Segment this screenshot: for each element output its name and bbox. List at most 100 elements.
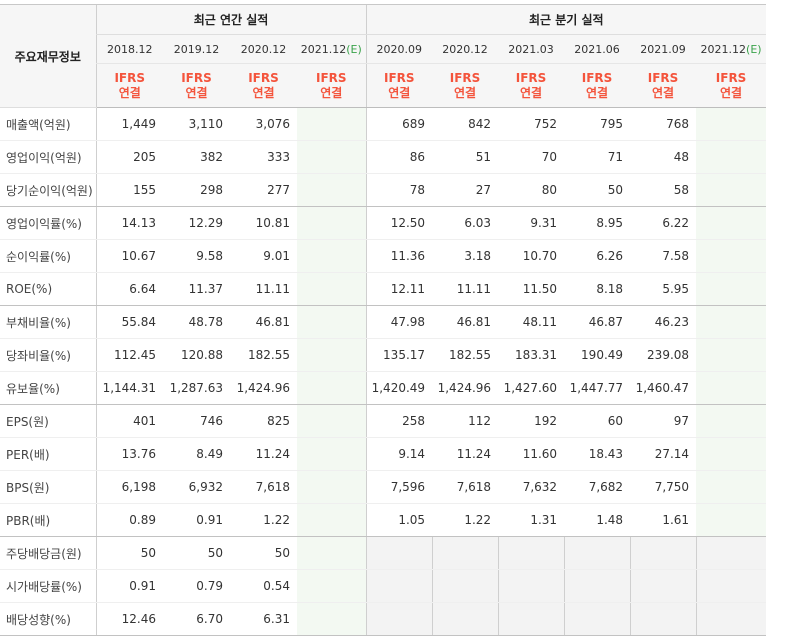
annual-value-cell: 46.81 bbox=[230, 305, 297, 339]
annual-value-cell: 1,144.31 bbox=[95, 371, 163, 405]
row-label: 순이익률(%) bbox=[0, 239, 96, 273]
quarter-value-cell: 11.36 bbox=[365, 239, 433, 273]
annual-value-cell: 333 bbox=[230, 140, 297, 174]
quarter-value-cell: 11.50 bbox=[498, 272, 565, 306]
period-header: 2021.03 bbox=[498, 34, 565, 64]
quarter-value-cell: 5.95 bbox=[630, 272, 697, 306]
quarter-value-cell: 9.14 bbox=[365, 437, 433, 471]
quarter-value-cell: 183.31 bbox=[498, 338, 565, 372]
quarter-value-cell: 7,632 bbox=[498, 470, 565, 504]
quarter-value-cell: 27 bbox=[432, 173, 499, 207]
table-row: 매출액(억원) 1,449 3,110 3,076 689 842 752 795 768 bbox=[0, 107, 767, 141]
ifrs-badge: IFRS 연결 bbox=[498, 63, 565, 108]
quarter-value-cell: 11.11 bbox=[432, 272, 499, 306]
row-label: 배당성향(%) bbox=[0, 602, 96, 636]
annual-value-cell bbox=[297, 239, 367, 273]
table-row: EPS(원) 401 746 825 258 112 192 60 97 bbox=[0, 404, 767, 438]
quarter-value-cell: 7,750 bbox=[630, 470, 697, 504]
quarter-group-header: 최근 분기 실적 bbox=[365, 4, 767, 35]
financial-summary-table: 주요재무정보 최근 연간 실적 최근 분기 실적 2018.12 2019.12… bbox=[0, 4, 767, 636]
table-row: PER(배) 13.76 8.49 11.24 9.14 11.24 11.60 18.43 2… bbox=[0, 437, 767, 471]
quarter-value-cell: 46.23 bbox=[630, 305, 697, 339]
quarter-value-cell: 1.22 bbox=[432, 503, 499, 537]
annual-value-cell: 11.24 bbox=[230, 437, 297, 471]
quarter-value-cell: 8.18 bbox=[564, 272, 631, 306]
quarter-value-cell: 71 bbox=[564, 140, 631, 174]
row-label: 매출액(억원) bbox=[0, 107, 96, 141]
quarter-value-cell bbox=[431, 569, 499, 603]
annual-value-cell: 6.31 bbox=[230, 602, 297, 636]
annual-value-cell: 8.49 bbox=[163, 437, 230, 471]
annual-value-cell bbox=[297, 470, 367, 504]
quarter-value-cell: 46.81 bbox=[432, 305, 499, 339]
period-header: 2020.12 bbox=[432, 34, 499, 64]
quarter-value-cell: 1.05 bbox=[365, 503, 433, 537]
quarter-value-cell: 7,596 bbox=[365, 470, 433, 504]
annual-value-cell: 9.01 bbox=[230, 239, 297, 273]
quarter-value-cell bbox=[365, 536, 433, 570]
row-label: 당좌비율(%) bbox=[0, 338, 96, 372]
annual-value-cell: 825 bbox=[230, 404, 297, 438]
quarter-value-cell: 11.24 bbox=[432, 437, 499, 471]
quarter-value-cell bbox=[563, 536, 631, 570]
annual-value-cell: 205 bbox=[95, 140, 163, 174]
quarter-value-cell: 18.43 bbox=[564, 437, 631, 471]
row-label: BPS(원) bbox=[0, 470, 96, 504]
quarter-value-cell: 6.26 bbox=[564, 239, 631, 273]
quarter-value-cell: 768 bbox=[630, 107, 697, 141]
row-label: PBR(배) bbox=[0, 503, 96, 537]
row-label: PER(배) bbox=[0, 437, 96, 471]
period-header: 2018.12 bbox=[95, 34, 163, 64]
table-row: 배당성향(%) 12.46 6.70 6.31 bbox=[0, 602, 767, 636]
estimate-mark: (E) bbox=[746, 42, 762, 56]
quarter-value-cell: 752 bbox=[498, 107, 565, 141]
annual-value-cell: 1,449 bbox=[95, 107, 163, 141]
annual-value-cell: 277 bbox=[230, 173, 297, 207]
quarter-value-cell: 60 bbox=[564, 404, 631, 438]
quarter-value-cell: 9.31 bbox=[498, 206, 565, 240]
quarter-value-cell: 58 bbox=[630, 173, 697, 207]
quarter-value-cell: 50 bbox=[564, 173, 631, 207]
quarter-value-cell: 1,460.47 bbox=[630, 371, 697, 405]
table-body: 매출액(억원) 1,449 3,110 3,076 689 842 752 795 768 영업이… bbox=[0, 107, 767, 636]
table-row: 당기순이익(억원) 155 298 277 78 27 80 50 58 bbox=[0, 173, 767, 207]
annual-value-cell: 1.22 bbox=[230, 503, 297, 537]
annual-value-cell: 6.64 bbox=[95, 272, 163, 306]
quarter-value-cell: 27.14 bbox=[630, 437, 697, 471]
table-row: PBR(배) 0.89 0.91 1.22 1.05 1.22 1.31 1.48 1.61 bbox=[0, 503, 767, 537]
annual-value-cell: 155 bbox=[95, 173, 163, 207]
table-row: 유보율(%) 1,144.31 1,287.63 1,424.96 1,420.49 1,… bbox=[0, 371, 767, 405]
annual-value-cell: 0.89 bbox=[95, 503, 163, 537]
row-label: 영업이익(억원) bbox=[0, 140, 96, 174]
annual-value-cell: 11.37 bbox=[163, 272, 230, 306]
quarter-value-cell bbox=[696, 239, 767, 273]
quarter-value-cell bbox=[365, 602, 433, 636]
annual-value-cell bbox=[297, 305, 367, 339]
annual-value-cell: 0.91 bbox=[163, 503, 230, 537]
period-header: 2021.06 bbox=[564, 34, 631, 64]
table-row: 영업이익률(%) 14.13 12.29 10.81 12.50 6.03 9.31 8.95… bbox=[0, 206, 767, 240]
quarter-value-cell bbox=[696, 470, 767, 504]
table-row: 주당배당금(원) 50 50 50 bbox=[0, 536, 767, 570]
quarter-value-cell bbox=[696, 437, 767, 471]
annual-value-cell: 1,424.96 bbox=[230, 371, 297, 405]
ifrs-badge: IFRS 연결 bbox=[230, 63, 297, 108]
quarter-value-cell bbox=[629, 602, 697, 636]
annual-value-cell bbox=[297, 338, 367, 372]
quarter-value-cell: 12.11 bbox=[365, 272, 433, 306]
table-row: 부채비율(%) 55.84 48.78 46.81 47.98 46.81 48.11 46.… bbox=[0, 305, 767, 339]
annual-value-cell bbox=[297, 503, 367, 537]
quarter-value-cell bbox=[365, 569, 433, 603]
row-label: 영업이익률(%) bbox=[0, 206, 96, 240]
quarter-value-cell: 48.11 bbox=[498, 305, 565, 339]
table-row: 시가배당률(%) 0.91 0.79 0.54 bbox=[0, 569, 767, 603]
quarter-value-cell: 1.31 bbox=[498, 503, 565, 537]
quarter-value-cell bbox=[695, 536, 767, 570]
quarter-value-cell bbox=[497, 602, 565, 636]
quarter-value-cell: 112 bbox=[432, 404, 499, 438]
quarter-value-cell: 11.60 bbox=[498, 437, 565, 471]
quarter-value-cell bbox=[696, 272, 767, 306]
annual-value-cell: 746 bbox=[163, 404, 230, 438]
quarter-value-cell: 192 bbox=[498, 404, 565, 438]
annual-value-cell bbox=[297, 404, 367, 438]
